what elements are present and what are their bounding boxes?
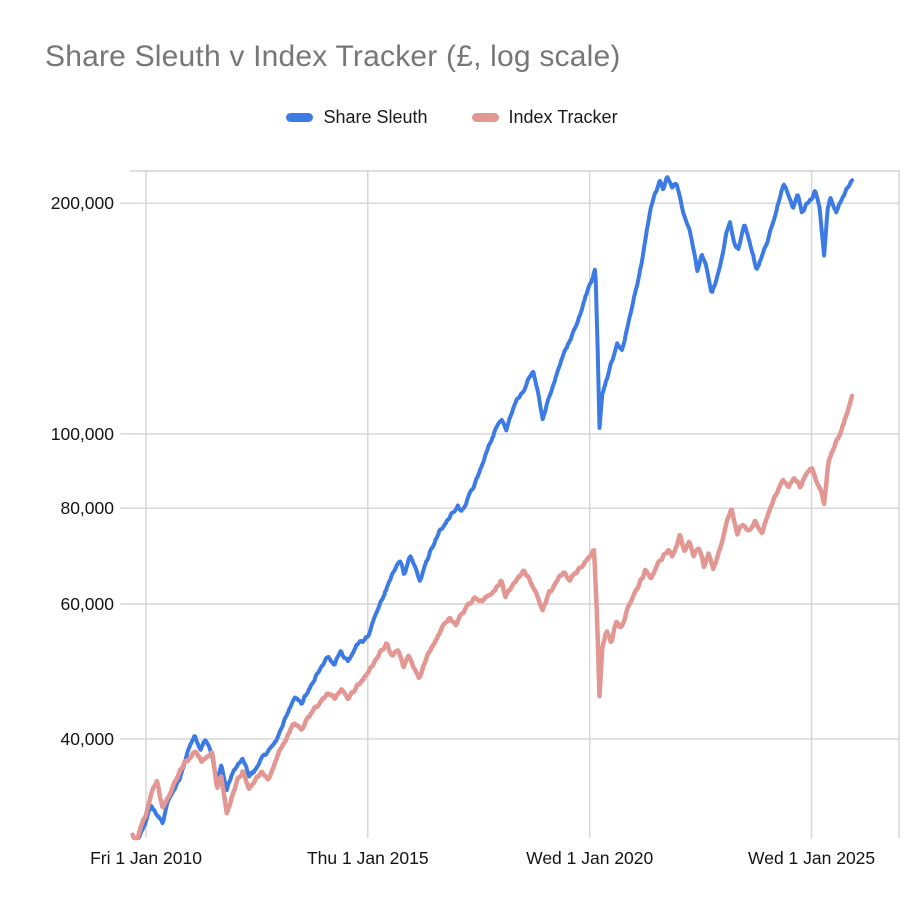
series-line-share-sleuth[interactable] — [130, 175, 855, 840]
x-tick-label: Wed 1 Jan 2025 — [748, 848, 875, 868]
legend-item-index-tracker: Index Tracker — [471, 107, 618, 128]
x-tick-label: Wed 1 Jan 2020 — [526, 848, 653, 868]
legend-label: Share Sleuth — [323, 107, 428, 127]
y-tick-label: 60,000 — [60, 594, 114, 614]
series-line-index-tracker[interactable] — [130, 393, 855, 841]
y-tick-label: 80,000 — [60, 498, 114, 518]
share-sleuth-swatch-icon — [286, 113, 314, 122]
y-tick-label: 100,000 — [51, 424, 115, 444]
x-tick-label: Fri 1 Jan 2010 — [90, 848, 202, 868]
y-tick-label: 200,000 — [51, 193, 115, 213]
y-tick-label: 40,000 — [60, 729, 114, 749]
index-tracker-swatch-icon — [471, 113, 499, 122]
legend-label: Index Tracker — [508, 107, 618, 127]
chart-title: Share Sleuth v Index Tracker (£, log sca… — [45, 40, 621, 73]
x-tick-label: Thu 1 Jan 2015 — [307, 848, 429, 868]
chart-legend: Share Sleuth Index Tracker — [0, 107, 904, 128]
legend-item-share-sleuth: Share Sleuth — [286, 107, 428, 128]
